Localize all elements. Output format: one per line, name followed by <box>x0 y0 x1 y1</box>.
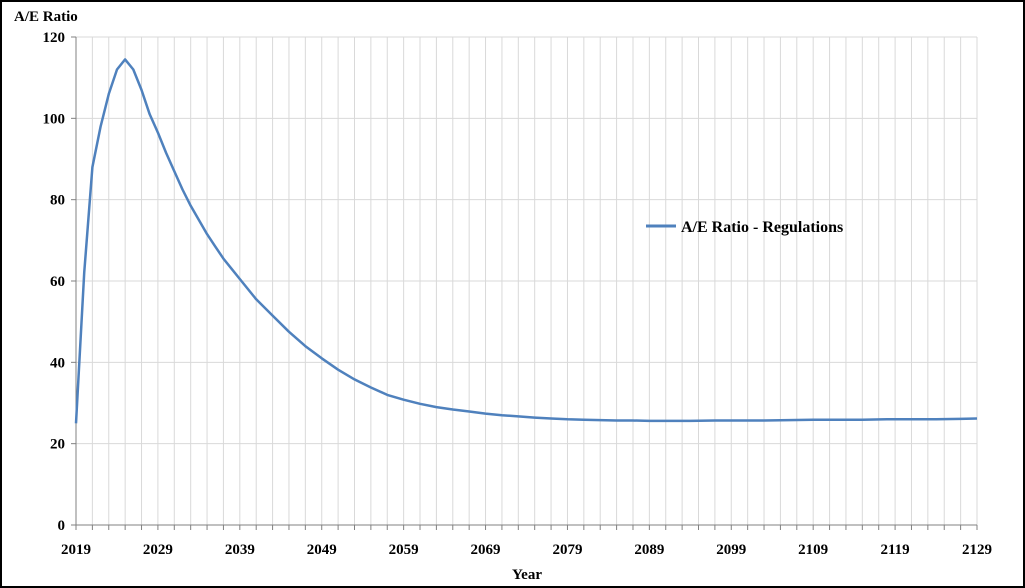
x-tick-label: 2059 <box>389 542 419 558</box>
x-tick-label: 2069 <box>471 542 501 558</box>
series-line <box>74 58 978 424</box>
x-tick-label: 2119 <box>880 542 909 558</box>
gridlines <box>76 36 978 525</box>
x-tick-label: 2109 <box>798 542 828 558</box>
x-tick-label: 2019 <box>61 542 91 558</box>
x-axis-ticks: 2019 2029 2039 2049 2059 2069 2079 2089 2099 2109… <box>61 525 992 558</box>
series-lines <box>74 58 978 424</box>
y-axis-title: A/E Ratio <box>14 9 78 25</box>
y-tick-label: 0 <box>58 518 66 534</box>
x-tick-label: 2049 <box>307 542 337 558</box>
y-tick-label: 120 <box>43 30 66 46</box>
x-axis-title: Year <box>512 567 542 583</box>
x-tick-label: 2129 <box>962 542 992 558</box>
y-tick-label: 40 <box>50 355 65 371</box>
y-tick-label: 100 <box>43 111 66 127</box>
y-axis-ticks: 0 20 40 60 80 100 120 <box>43 30 76 534</box>
x-tick-label: 2089 <box>634 542 664 558</box>
legend: A/E Ratio - Regulations <box>646 219 843 236</box>
y-tick-label: 80 <box>50 193 65 209</box>
x-tick-label: 2029 <box>143 542 173 558</box>
y-tick-label: 20 <box>50 437 65 453</box>
y-tick-label: 60 <box>50 274 65 290</box>
x-tick-label: 2099 <box>716 542 746 558</box>
legend-label: A/E Ratio - Regulations <box>681 219 843 236</box>
x-tick-label: 2039 <box>225 542 255 558</box>
x-tick-label: 2079 <box>552 542 582 558</box>
